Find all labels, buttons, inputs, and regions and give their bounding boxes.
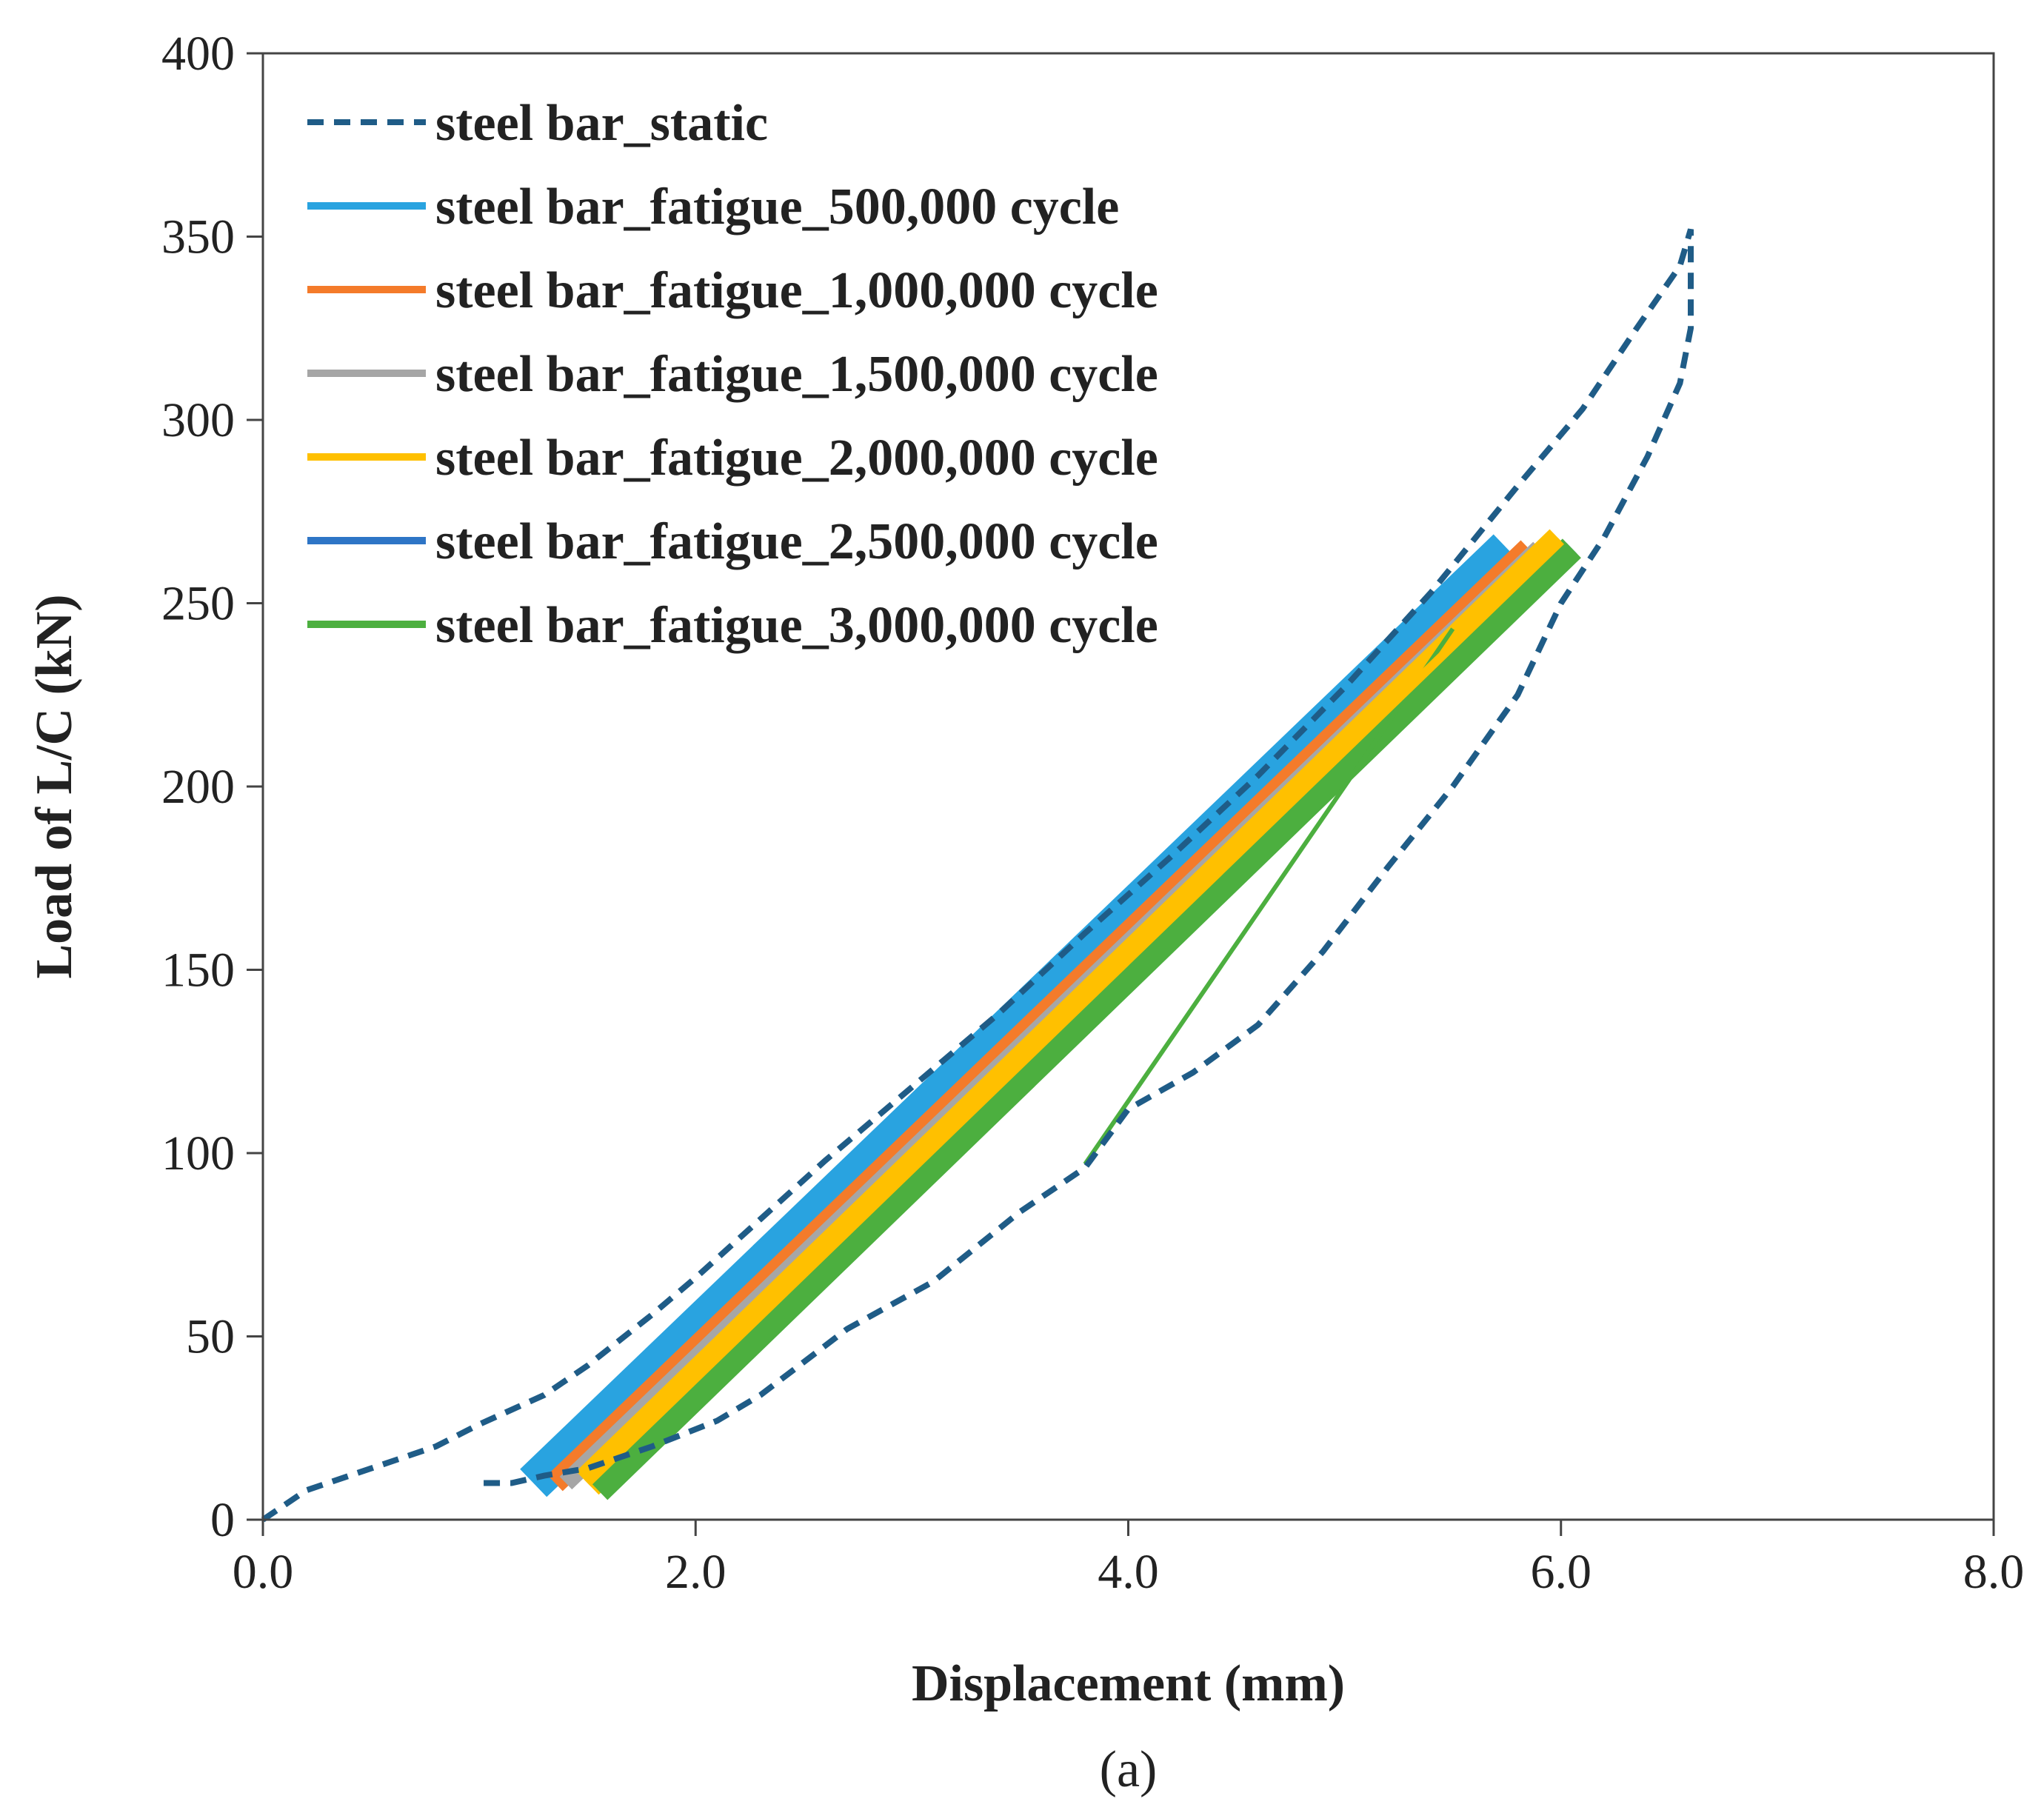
y-tick-label: 250 <box>161 577 235 631</box>
y-tick-label: 0 <box>210 1493 235 1547</box>
legend-entry: steel bar_fatigue_1,500,000 cycle <box>435 346 1158 403</box>
y-tick-label: 150 <box>161 944 235 998</box>
y-tick-label: 50 <box>186 1310 235 1364</box>
y-tick-label: 100 <box>161 1126 235 1180</box>
series-line <box>520 534 1520 1497</box>
y-tick-label: 300 <box>161 393 235 447</box>
legend-entry: steel bar_static <box>435 95 768 152</box>
x-tick-label: 2.0 <box>665 1545 727 1599</box>
legend-entry: steel bar_fatigue_500,000 cycle <box>435 178 1119 236</box>
series-line <box>261 228 1694 1523</box>
x-tick-label: 6.0 <box>1531 1545 1592 1599</box>
y-axis-title: Load of L/C (kN) <box>26 594 83 978</box>
series-line <box>1083 627 1455 1166</box>
series-line <box>584 538 1564 1486</box>
legend-entry: steel bar_fatigue_1,000,000 cycle <box>435 262 1158 319</box>
legend-entry: steel bar_fatigue_2,000,000 cycle <box>435 430 1158 487</box>
y-tick-label: 400 <box>161 27 235 81</box>
legend-entry: steel bar_fatigue_2,500,000 cycle <box>435 513 1158 570</box>
x-tick-label: 8.0 <box>1963 1545 2025 1599</box>
y-tick-label: 200 <box>161 760 235 814</box>
x-tick-label: 4.0 <box>1098 1545 1159 1599</box>
plot-area <box>261 228 1694 1523</box>
series-line <box>589 538 1581 1500</box>
legend-entry: steel bar_fatigue_3,000,000 cycle <box>435 597 1158 654</box>
axes: 0 50 100 150 200 250 300 350 400 0.0 2.0 4.0 6.0 8.0 <box>161 27 2024 1599</box>
y-tick-label: 350 <box>161 210 235 264</box>
figure-caption: (a) <box>1100 1741 1158 1798</box>
x-tick-label: 0.0 <box>233 1545 294 1599</box>
x-axis-title: Displacement (mm) <box>912 1655 1345 1712</box>
